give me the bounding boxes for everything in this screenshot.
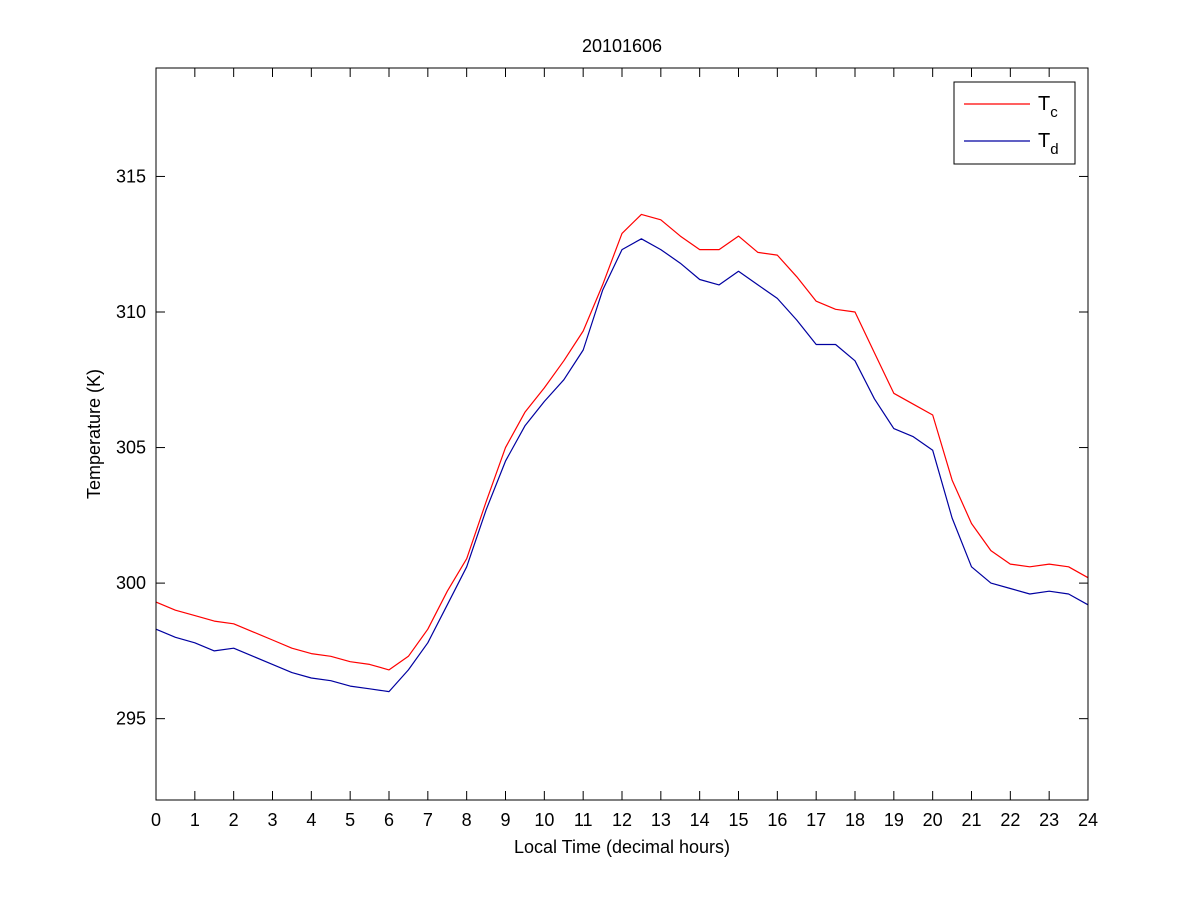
x-tick-label: 16 [767,810,787,830]
legend-label-main: T [1038,93,1050,115]
y-tick-label: 310 [116,302,146,322]
y-tick-label: 300 [116,573,146,593]
x-tick-label: 7 [423,810,433,830]
x-tick-label: 0 [151,810,161,830]
x-tick-label: 8 [462,810,472,830]
tick-layer: 0 1 2 3 4 5 6 7 8 9 10 11 12 13 14 15 16 17 18 19 20 21 22 23 24… [116,68,1098,830]
x-tick-label: 20 [923,810,943,830]
x-axis-label: Local Time (decimal hours) [514,837,730,857]
x-tick-label: 15 [728,810,748,830]
x-tick-label: 18 [845,810,865,830]
legend-label-c: Tc [1038,93,1058,121]
x-tick-label: 23 [1039,810,1059,830]
legend-label-subscript: c [1050,104,1058,121]
x-tick-label: 17 [806,810,826,830]
x-tick-label: 6 [384,810,394,830]
x-tick-label: 11 [574,810,593,830]
x-tick-label: 3 [267,810,277,830]
chart-title: 20101606 [582,36,662,56]
x-tick-label: 14 [690,810,710,830]
x-tick-label: 13 [651,810,671,830]
x-tick-label: 12 [612,810,632,830]
y-tick-label: 305 [116,438,146,458]
y-tick-label: 295 [116,709,146,729]
x-tick-label: 21 [961,810,981,830]
x-tick-label: 24 [1078,810,1098,830]
x-tick-label: 22 [1000,810,1020,830]
x-tick-label: 9 [500,810,510,830]
series-line-d [155,238,1089,693]
legend-box [953,81,1076,165]
x-tick-label: 10 [534,810,554,830]
series-layer [155,213,1089,693]
legend-label-subscript: d [1050,141,1058,158]
y-axis-label: Temperature (K) [84,369,104,499]
legend-label-d: Td [1038,130,1059,158]
x-tick-label: 4 [306,810,316,830]
x-tick-label: 1 [190,810,200,830]
x-tick-label: 2 [229,810,239,830]
series-line-c [155,213,1089,671]
x-tick-label: 19 [884,810,904,830]
legend-label-main: T [1038,130,1050,152]
x-tick-label: 5 [345,810,355,830]
y-tick-label: 315 [116,166,146,186]
